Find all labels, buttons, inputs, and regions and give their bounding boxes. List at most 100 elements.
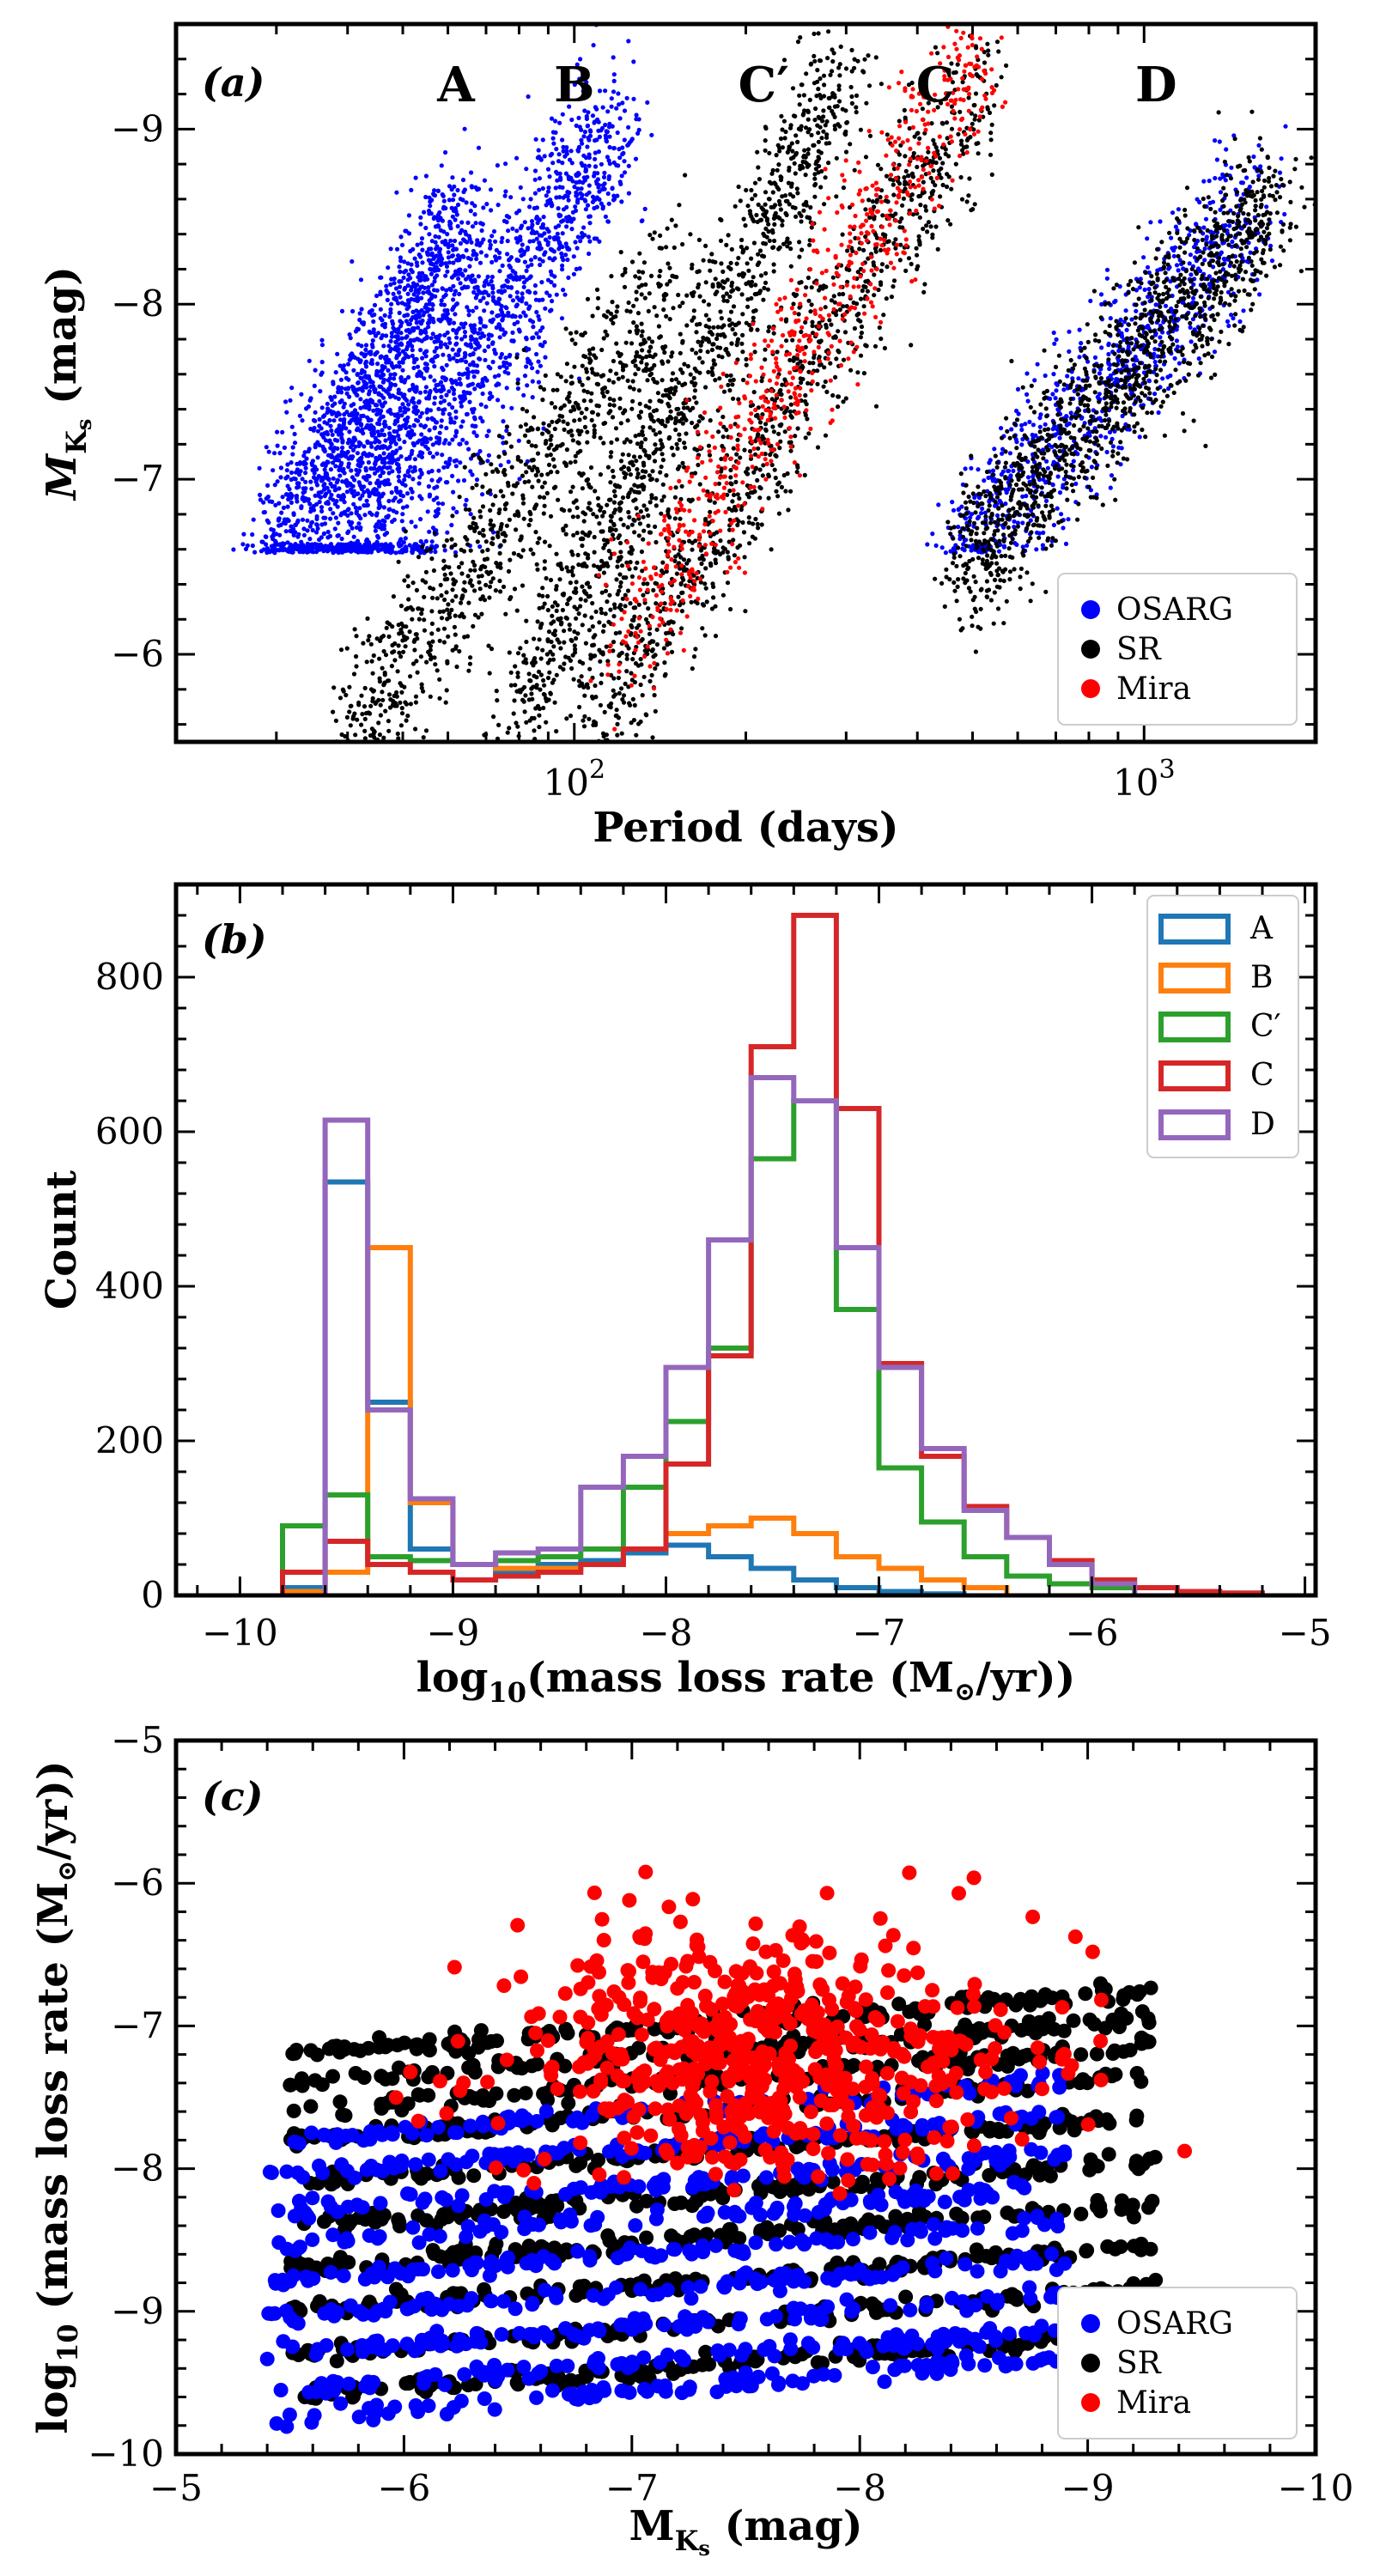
point-osarg xyxy=(380,318,385,323)
point-osarg xyxy=(423,194,429,200)
point-sr xyxy=(614,341,619,346)
point-osarg xyxy=(369,433,374,438)
point-osarg xyxy=(480,419,485,424)
point-sr xyxy=(497,507,502,513)
point-osarg xyxy=(1108,485,1113,490)
point-osarg xyxy=(498,463,503,468)
point-sr xyxy=(555,470,560,475)
point-osarg xyxy=(367,406,372,411)
point-osarg xyxy=(1051,522,1056,528)
point-osarg xyxy=(418,328,423,333)
point-osarg xyxy=(295,519,300,525)
point-osarg xyxy=(372,491,377,497)
point-osarg xyxy=(566,275,571,280)
point-osarg xyxy=(416,418,421,423)
point-sr xyxy=(482,557,488,562)
point-sr xyxy=(471,623,476,629)
point-osarg xyxy=(378,289,383,295)
point-osarg xyxy=(507,258,512,263)
point-osarg xyxy=(402,439,407,445)
point-osarg xyxy=(377,505,382,510)
point-osarg xyxy=(481,295,486,301)
point-osarg xyxy=(1057,490,1063,495)
point-osarg xyxy=(453,331,459,336)
point-osarg xyxy=(1146,287,1152,292)
point-osarg xyxy=(1112,300,1117,305)
point-osarg xyxy=(1146,270,1152,276)
point-osarg xyxy=(468,342,473,347)
point-osarg xyxy=(606,173,612,179)
point-sr xyxy=(701,258,706,263)
point-osarg xyxy=(437,256,442,261)
point-osarg xyxy=(404,549,409,554)
point-osarg xyxy=(483,324,489,329)
point-osarg xyxy=(282,517,288,522)
point-osarg xyxy=(617,102,622,107)
point-osarg xyxy=(391,451,396,457)
point-sr xyxy=(620,452,625,457)
point-sr xyxy=(446,602,451,607)
point-osarg xyxy=(410,281,416,286)
point-osarg xyxy=(553,185,558,191)
point-osarg xyxy=(1051,372,1056,377)
point-osarg xyxy=(633,156,639,161)
point-osarg xyxy=(440,384,445,389)
point-osarg xyxy=(951,546,956,551)
point-osarg xyxy=(309,486,314,491)
point-osarg xyxy=(271,537,276,542)
point-osarg xyxy=(411,423,416,428)
point-sr xyxy=(420,544,425,550)
point-osarg xyxy=(395,411,400,417)
point-osarg xyxy=(473,295,478,301)
point-osarg xyxy=(557,171,562,176)
point-osarg xyxy=(398,446,403,451)
point-osarg xyxy=(600,105,605,110)
point-osarg xyxy=(600,183,606,188)
point-osarg xyxy=(526,226,531,231)
point-osarg xyxy=(413,313,419,319)
point-osarg xyxy=(284,410,289,415)
point-osarg xyxy=(392,422,398,427)
point-osarg xyxy=(368,510,373,515)
point-sr xyxy=(657,246,662,251)
point-osarg xyxy=(550,130,556,135)
point-osarg xyxy=(285,504,290,509)
point-osarg xyxy=(381,451,386,456)
point-osarg xyxy=(583,207,589,212)
point-osarg xyxy=(1019,427,1024,433)
point-osarg xyxy=(425,252,430,257)
point-osarg xyxy=(481,383,486,388)
point-sr xyxy=(678,350,683,355)
point-osarg xyxy=(1123,308,1128,313)
point-osarg xyxy=(401,275,406,280)
point-sr xyxy=(601,394,606,399)
point-osarg xyxy=(439,298,444,303)
point-sr xyxy=(508,557,513,562)
point-osarg xyxy=(1197,268,1203,274)
point-osarg xyxy=(622,159,627,164)
point-osarg xyxy=(560,267,565,272)
point-osarg xyxy=(345,449,350,454)
point-osarg xyxy=(435,188,441,193)
point-osarg xyxy=(337,548,342,553)
point-sr xyxy=(579,410,584,416)
point-osarg xyxy=(488,246,493,251)
point-sr xyxy=(552,404,558,410)
point-sr xyxy=(606,378,611,383)
point-osarg xyxy=(495,381,501,386)
point-osarg xyxy=(515,377,520,382)
point-osarg xyxy=(355,472,360,477)
point-osarg xyxy=(1053,396,1058,401)
point-sr xyxy=(611,489,617,494)
point-osarg xyxy=(435,244,440,249)
point-sr xyxy=(633,274,638,279)
point-osarg xyxy=(517,208,522,213)
point-sr xyxy=(691,308,696,313)
point-osarg xyxy=(305,518,310,523)
point-osarg xyxy=(454,359,460,364)
point-osarg xyxy=(379,385,384,390)
point-osarg xyxy=(392,382,398,387)
point-sr xyxy=(600,629,606,635)
point-osarg xyxy=(1024,392,1030,397)
